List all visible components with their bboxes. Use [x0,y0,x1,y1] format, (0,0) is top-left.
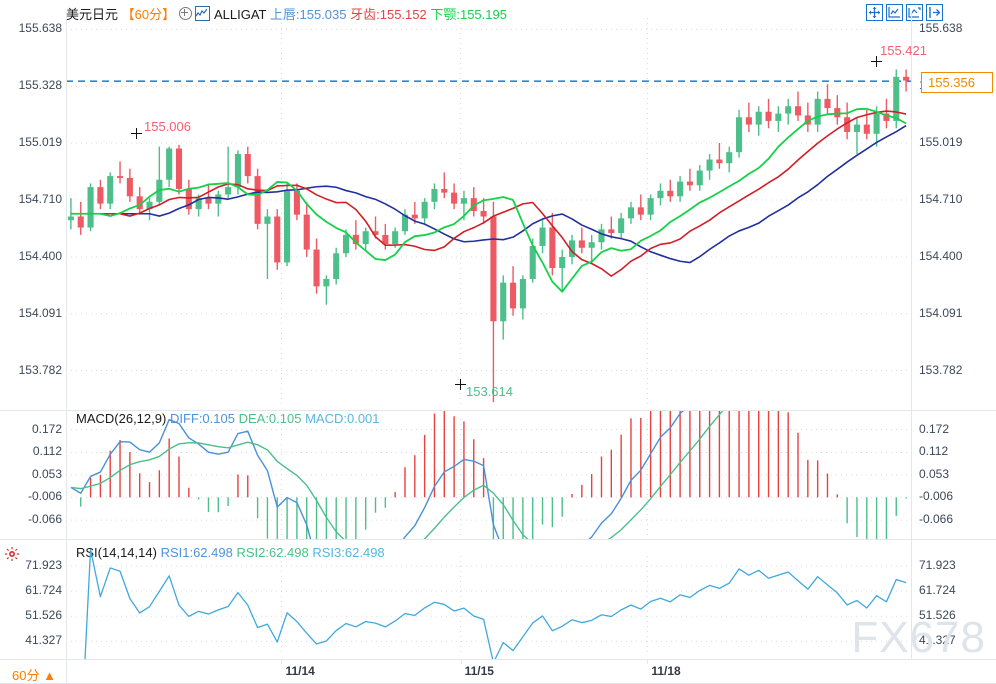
macd-axis-left-tick: -0.006 [27,489,62,504]
rsi-time-divider [0,659,996,660]
swing-low-marker [455,379,466,390]
macd-axis-right-tick: -0.066 [919,512,954,527]
price-axis-right-tick: 155.019 [919,135,963,150]
price-chart-canvas[interactable] [0,12,996,410]
macd-chart-canvas[interactable] [0,411,996,539]
rsi-axis-right-tick: 51.526 [919,608,956,623]
swing-high-mid-label: 155.006 [144,119,191,134]
macd-header: MACD(26,12,9) DIFF:0.105 DEA:0.105 MACD:… [76,411,380,426]
chart-exit-icon[interactable] [926,4,943,21]
macd-panel [0,411,996,539]
price-axis-left-tick: 154.091 [18,305,62,320]
rsi-header: RSI(14,14,14) RSI1:62.498 RSI2:62.498 RS… [76,545,385,560]
macd-axis-left-tick: 0.112 [32,444,62,459]
indicator-name-label: ALLIGAT [213,7,267,22]
macd-diff-label: DIFF:0.105 [169,411,235,426]
price-axis-left-tick: 155.019 [18,135,62,150]
alligator-chart-icon[interactable] [195,6,211,21]
time-axis-tick [281,659,283,664]
price-left-border [66,12,67,410]
macd-dea-label: DEA:0.105 [238,411,302,426]
alligator-jaw-label: 下颚:155.195 [430,7,507,22]
swing-low-label: 153.614 [466,384,513,399]
time-axis-label: 11/15 [464,664,494,678]
symbol-label: 美元日元 [66,7,119,22]
macd-axis-right-tick: -0.006 [919,489,954,504]
alligator-lips-label: 上唇:155.035 [269,7,347,22]
circle-plus-icon[interactable] [178,7,192,20]
rsi3-label: RSI3:62.498 [312,545,385,560]
price-axis-left-tick: 153.782 [18,362,62,377]
sun-settings-icon[interactable] [4,546,20,562]
alligator-teeth-label: 牙齿:155.152 [350,7,427,22]
rsi-axis-left-tick: 51.526 [25,608,62,623]
price-panel [0,12,996,410]
price-macd-divider [0,410,996,411]
macd-rsi-divider [0,539,996,540]
time-axis-label: 11/18 [651,664,681,678]
rsi-title-label: RSI(14,14,14) [76,545,157,560]
macd-axis-left-tick: 0.172 [31,421,62,436]
rsi-axis-right-tick: 61.724 [919,583,956,598]
swing-high-top-label: 155.421 [880,43,927,58]
macd-axis-right-tick: 0.172 [919,421,950,436]
macd-axis-left-tick: 0.053 [31,466,62,481]
rsi-right-border [911,540,912,659]
rsi-axis-right-tick: 41.327 [919,633,956,648]
price-axis-left-tick: 154.400 [18,248,62,263]
macd-axis-right-tick: 0.053 [919,466,950,481]
time-axis-tick [647,659,649,664]
rsi-axis-left-tick: 71.923 [25,558,62,573]
move-crosshair-icon[interactable] [866,4,883,21]
rsi-axis-right-tick: 71.923 [919,558,956,573]
macd-title-label: MACD(26,12,9) [76,411,167,426]
swing-high-mid-marker [131,128,142,139]
site-watermark: FX678 [851,613,986,662]
rsi-left-border [66,540,67,659]
price-axis-left-tick: 155.638 [18,21,62,36]
time-axis-tick [460,659,462,664]
time-axis-label: 11/14 [285,664,315,678]
price-axis-right-tick: 154.091 [919,305,963,320]
period-tag-button[interactable]: 60分 ▲ [8,665,62,684]
price-axis-right-tick: 154.400 [919,248,963,263]
price-right-border [911,12,912,410]
rsi-chart-canvas[interactable] [0,540,996,659]
price-axis-left-tick: 154.710 [18,191,62,206]
price-axis-left-tick: 155.328 [18,78,62,93]
macd-hist-label: MACD:0.001 [305,411,380,426]
current-price-box[interactable]: 155.356 [921,72,993,93]
chart-header: 美元日元 【60分】 ALLIGAT 上唇:155.035 牙齿:155.152… [66,4,507,23]
rsi-panel [0,540,996,659]
rsi-axis-left-tick: 61.724 [25,583,62,598]
price-axis-right-tick: 154.710 [919,191,963,206]
rsi-axis-left-tick: 41.327 [25,633,62,648]
macd-axis-left-tick: -0.066 [27,512,62,527]
price-axis-right-tick: 153.782 [919,362,963,377]
chart-scale-icon[interactable] [886,4,903,21]
rsi1-label: RSI1:62.498 [160,545,233,560]
period-label: 【60分】 [121,7,176,22]
price-axis-right-tick: 155.638 [919,21,963,36]
swing-high-top-marker [871,56,882,67]
chart-expand-icon[interactable] [906,4,923,21]
macd-right-border [911,411,912,539]
time-axis-left-border [66,659,67,683]
macd-left-border [66,411,67,539]
macd-axis-right-tick: 0.112 [919,444,949,459]
rsi2-label: RSI2:62.498 [236,545,309,560]
